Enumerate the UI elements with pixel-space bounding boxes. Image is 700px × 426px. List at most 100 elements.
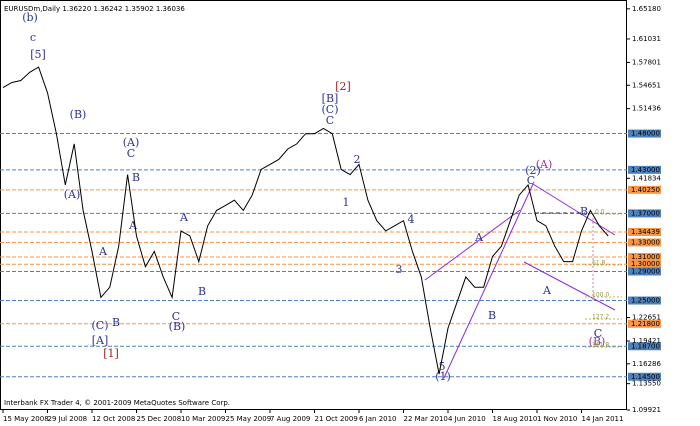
x-tick-label: 21 Oct 2009 — [315, 415, 358, 423]
fib-label: 161.8 — [592, 342, 609, 349]
x-tick-label: 10 Mar 2009 — [181, 415, 225, 423]
y-tick-label: 1.19421 — [632, 337, 661, 345]
level-label: 1.33000 — [631, 238, 660, 246]
wave-label: 4 — [408, 213, 415, 226]
channel-line — [424, 209, 521, 281]
x-tick-label: 25 Dec 2008 — [137, 415, 182, 423]
level-box — [628, 260, 661, 269]
price-line — [2, 66, 609, 375]
y-tick-label: 1.54651 — [632, 81, 661, 89]
wave-label: (A) — [123, 136, 140, 149]
wave-label: [1] — [103, 347, 119, 360]
level-label: 1.43000 — [631, 166, 660, 174]
wave-label: B — [132, 171, 140, 184]
wave-label: (B) — [589, 335, 606, 348]
x-tick-label: 6 Jan 2010 — [359, 415, 397, 423]
wave-label: c — [30, 31, 36, 44]
wave-label: [5] — [30, 48, 46, 61]
wave-label: A — [179, 211, 189, 224]
wave-label: B — [580, 205, 588, 218]
wave-label: [B] — [322, 92, 339, 105]
x-tick-label: 25 May 2009 — [226, 415, 272, 423]
wave-label: [A] — [92, 334, 109, 347]
wave-label: C — [127, 147, 135, 160]
wave-label: (2) — [525, 164, 541, 177]
x-tick-label: 29 Jul 2008 — [48, 415, 88, 423]
wave-label: (C) — [92, 319, 109, 332]
wave-label: B — [112, 316, 120, 329]
fib-label: 100.0 — [592, 292, 609, 299]
y-tick-label: 1.13550 — [632, 380, 661, 388]
level-label: 1.31000 — [631, 253, 660, 261]
wave-label: A — [128, 219, 138, 232]
level-box — [628, 296, 661, 305]
x-tick-label: 7 Aug 2009 — [270, 415, 310, 423]
wave-labels: (b) c [5] (B) (A) A (C) B [A] [1] (A) C … — [22, 11, 609, 383]
fib-label: 0.0 — [595, 209, 605, 216]
wave-label: (C) — [322, 103, 339, 116]
level-box — [628, 209, 661, 218]
y-tick-label: 1.22651 — [632, 314, 661, 322]
wave-label: [2] — [335, 80, 351, 93]
wave-label: 3 — [396, 263, 403, 276]
wave-label: (b) — [22, 11, 38, 24]
x-tick-label: 22 Mar 2010 — [404, 415, 448, 423]
y-tick-label: 1.65180 — [632, 5, 661, 13]
channel-line — [532, 183, 616, 236]
level-box — [628, 319, 661, 328]
levels: 1.48000 1.43000 1.40250 1.37000 1.34439 1.330… — [0, 129, 661, 381]
wave-label: B — [488, 309, 496, 322]
wave-label: C — [527, 174, 535, 187]
level-label: 1.18700 — [631, 342, 660, 350]
chart-title: EURUSDm,Daily 1.36220 1.36242 1.35902 1.… — [4, 5, 185, 13]
wave-label: 5 — [439, 360, 446, 373]
x-tick-label: 14 Jan 2011 — [582, 415, 624, 423]
fib-label: 127.2 — [592, 314, 609, 321]
wave-label: C — [326, 114, 334, 127]
wave-label: C — [594, 327, 602, 340]
x-tick-label: 15 May 2008 — [3, 415, 49, 423]
level-box — [628, 238, 661, 247]
wave-label: C — [172, 310, 180, 323]
level-box — [628, 228, 661, 237]
wave-label: (B) — [169, 320, 186, 333]
level-box — [628, 267, 661, 276]
level-label: 1.14500 — [631, 373, 660, 381]
x-tick-label: 12 Oct 2008 — [92, 415, 135, 423]
footer: Interbank FX Trader 4, © 2001-2009 MetaQ… — [4, 399, 230, 407]
fib-label: 61.8 — [592, 260, 606, 267]
level-label: 1.25000 — [631, 297, 660, 305]
plot-frame — [0, 0, 627, 410]
level-label: 1.29000 — [631, 267, 660, 275]
wave-label: A — [474, 231, 484, 244]
wave-label: (1) — [435, 370, 451, 383]
wave-label: 1 — [343, 196, 350, 209]
level-label: 1.40250 — [631, 186, 660, 194]
wave-label: B — [198, 285, 206, 298]
x-tick-label: 18 Aug 2010 — [493, 415, 538, 423]
wave-label: (A) — [64, 188, 81, 201]
y-tick-label: 1.51436 — [632, 105, 661, 113]
level-box — [628, 165, 661, 174]
channel-line — [443, 183, 534, 379]
wave-label: (B) — [70, 108, 87, 121]
channel-line — [523, 261, 616, 311]
x-tick-label: 4 Jun 2010 — [448, 415, 486, 423]
level-box — [628, 185, 661, 194]
y-tick-label: 1.41834 — [632, 174, 661, 182]
level-box — [628, 372, 661, 381]
level-box — [628, 129, 661, 138]
wave-label: A — [542, 284, 552, 297]
y-tick-label: 1.16286 — [632, 360, 661, 368]
level-label: 1.34439 — [631, 228, 660, 236]
level-label: 1.37000 — [631, 209, 660, 217]
wave-label: A — [98, 245, 108, 258]
y-tick-label: 1.57801 — [632, 58, 661, 66]
level-box — [628, 342, 661, 351]
level-label: 1.48000 — [631, 130, 660, 138]
wave-label: 2 — [354, 153, 361, 166]
x-tick-label: 1 Nov 2010 — [537, 415, 577, 423]
level-label: 1.30000 — [631, 260, 660, 268]
y-tick-label: 1.09921 — [632, 406, 661, 414]
